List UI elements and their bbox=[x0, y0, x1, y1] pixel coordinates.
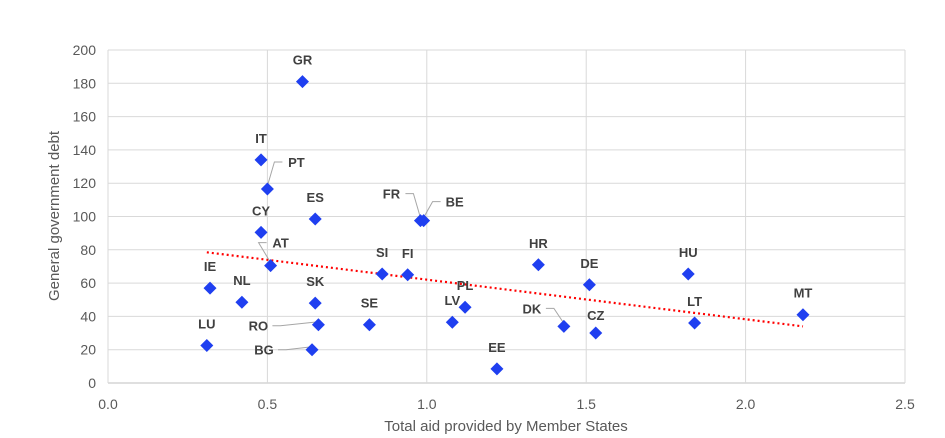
tick-labels: 0 20 40 60 80 100 120 140 160 180 200 0.0 0.5 1.0 1.5 2… bbox=[73, 42, 915, 412]
point-label: RO bbox=[249, 319, 269, 334]
data-point-hr bbox=[531, 258, 545, 272]
leader-line bbox=[545, 307, 565, 324]
x-tick-label: 0.5 bbox=[258, 396, 278, 412]
point-label: SI bbox=[376, 245, 388, 260]
y-tick-label: 20 bbox=[80, 342, 96, 358]
y-tick-label: 60 bbox=[80, 275, 96, 291]
point-label: PT bbox=[288, 155, 305, 170]
x-tick-label: 1.0 bbox=[417, 396, 437, 412]
y-axis-label: General government debt bbox=[46, 130, 63, 301]
y-tick-label: 140 bbox=[73, 142, 97, 158]
data-point-ie bbox=[203, 281, 217, 295]
point-label: DE bbox=[580, 256, 598, 271]
y-tick-label: 160 bbox=[73, 109, 97, 125]
data-point-si bbox=[375, 267, 389, 281]
data-point-sk bbox=[308, 296, 322, 310]
x-axis-label: Total aid provided by Member States bbox=[384, 418, 627, 435]
leader-line bbox=[423, 201, 441, 218]
point-label: ES bbox=[307, 190, 325, 205]
point-label: IT bbox=[255, 131, 267, 146]
x-tick-label: 2.5 bbox=[895, 396, 915, 412]
gridlines bbox=[107, 49, 906, 384]
data-point-cy bbox=[254, 225, 268, 239]
trendline bbox=[206, 251, 804, 328]
point-label: IE bbox=[204, 259, 217, 274]
point-label: NL bbox=[233, 273, 250, 288]
point-label: SE bbox=[361, 296, 379, 311]
point-label: FR bbox=[383, 187, 401, 202]
data-point-it bbox=[254, 153, 268, 167]
data-point-ro bbox=[311, 318, 325, 332]
data-point-be bbox=[417, 214, 431, 228]
x-tick-label: 0.0 bbox=[98, 396, 118, 412]
point-label: CY bbox=[252, 203, 270, 218]
point-label: GR bbox=[293, 53, 313, 68]
y-tick-label: 40 bbox=[80, 308, 96, 324]
leader-line bbox=[266, 161, 283, 187]
data-point-es bbox=[308, 212, 322, 226]
data-point-de bbox=[582, 278, 596, 292]
data-point-lv bbox=[445, 315, 459, 329]
point-label: DK bbox=[522, 301, 541, 316]
y-tick-label: 180 bbox=[73, 75, 97, 91]
leader-line bbox=[405, 193, 421, 218]
point-label: PL bbox=[457, 278, 474, 293]
data-point-at bbox=[264, 259, 278, 273]
y-tick-label: 100 bbox=[73, 209, 97, 225]
data-point-mt bbox=[796, 308, 810, 322]
point-label: AT bbox=[272, 236, 288, 251]
data-point-se bbox=[362, 318, 376, 332]
data-point-hu bbox=[681, 267, 695, 281]
data-point-lt bbox=[688, 316, 702, 330]
point-label: SK bbox=[306, 274, 325, 289]
leader-line bbox=[272, 321, 319, 327]
y-tick-label: 120 bbox=[73, 175, 97, 191]
y-tick-label: 80 bbox=[80, 242, 96, 258]
point-label: BG bbox=[254, 343, 274, 358]
data-point-bg bbox=[305, 343, 319, 357]
trendline-group bbox=[206, 251, 804, 328]
leader-line bbox=[278, 346, 313, 351]
point-label: HR bbox=[529, 236, 548, 251]
x-tick-label: 1.5 bbox=[576, 396, 596, 412]
point-label: LU bbox=[198, 317, 215, 332]
point-label: LV bbox=[444, 293, 460, 308]
point-label: BE bbox=[446, 195, 464, 210]
leader-lines bbox=[257, 161, 565, 351]
data-point-pt bbox=[260, 182, 274, 196]
point-label: MT bbox=[794, 286, 813, 301]
x-tick-label: 2.0 bbox=[736, 396, 756, 412]
data-point-cz bbox=[589, 326, 603, 340]
point-label: CZ bbox=[587, 308, 604, 323]
data-point-dk bbox=[557, 319, 571, 333]
data-points bbox=[200, 75, 810, 376]
y-tick-label: 0 bbox=[88, 375, 96, 391]
data-point-gr bbox=[295, 75, 309, 89]
data-point-pl bbox=[458, 300, 472, 314]
leader-line bbox=[257, 242, 272, 263]
point-label: EE bbox=[488, 340, 506, 355]
data-point-ee bbox=[490, 362, 504, 376]
y-tick-label: 200 bbox=[73, 42, 97, 58]
data-point-nl bbox=[235, 295, 249, 309]
point-label: HU bbox=[679, 245, 698, 260]
point-label: FI bbox=[402, 246, 414, 261]
data-point-lu bbox=[200, 339, 214, 353]
data-point-fi bbox=[401, 268, 415, 282]
point-label: LT bbox=[687, 294, 702, 309]
